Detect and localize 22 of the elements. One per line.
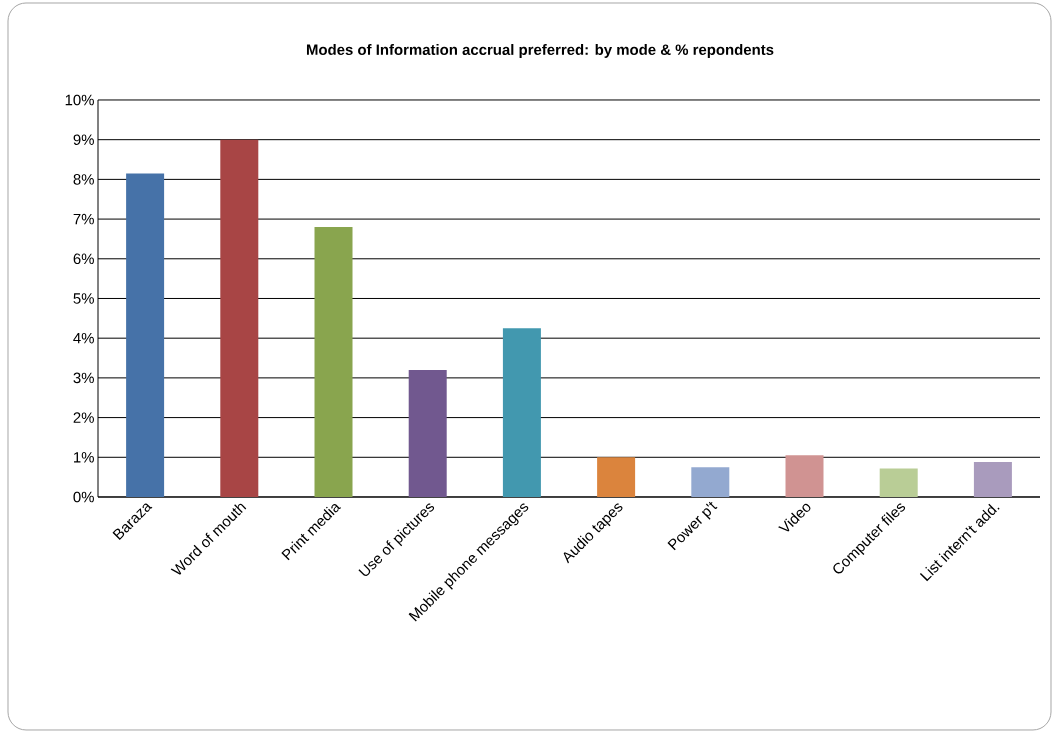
y-tick-label: 6%: [73, 253, 94, 265]
bar: [220, 139, 259, 497]
bar: [597, 457, 636, 497]
bar: [973, 462, 1012, 497]
y-tick-label: 9%: [73, 134, 94, 145]
y-tick-label: 10%: [65, 94, 94, 106]
y-tick-label: 2%: [73, 412, 94, 423]
y-tick-label: 8%: [73, 174, 94, 185]
y-tick-label: 0%: [73, 491, 94, 503]
bar: [314, 227, 353, 497]
y-tick-label: 5%: [73, 293, 94, 304]
chart-title: Modes of Information accrual preferred: by mode & % repondents: [306, 44, 774, 58]
bar: [785, 455, 824, 497]
y-tick-label: 1%: [74, 452, 94, 463]
bar: [691, 467, 730, 497]
bar: [126, 173, 165, 497]
bar: [879, 468, 918, 497]
bar: [408, 369, 447, 497]
bar: [502, 328, 541, 497]
y-tick-label: 7%: [73, 213, 94, 225]
y-tick-label: 3%: [73, 372, 94, 384]
y-tick-label: 4%: [73, 332, 94, 344]
